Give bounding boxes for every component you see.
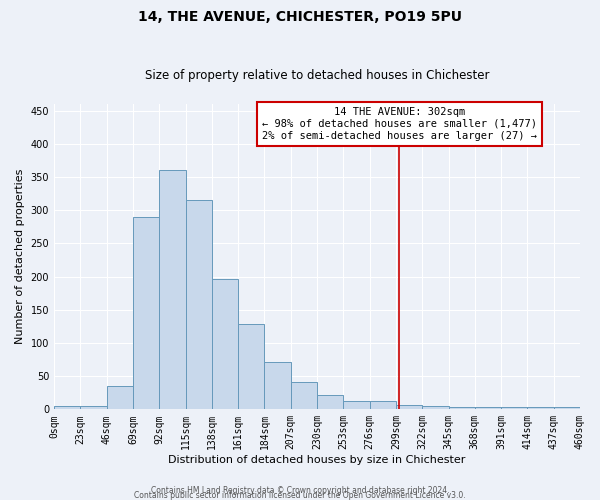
Bar (554, 406, 580, 410)
Text: 14, THE AVENUE, CHICHESTER, PO19 5PU: 14, THE AVENUE, CHICHESTER, PO19 5PU (138, 10, 462, 24)
Bar (107, 386, 133, 409)
Bar (501, 408, 527, 410)
Bar (54, 406, 80, 409)
Bar (449, 408, 475, 410)
Bar (133, 217, 159, 410)
Text: 14 THE AVENUE: 302sqm
← 98% of detached houses are smaller (1,477)
2% of semi-de: 14 THE AVENUE: 302sqm ← 98% of detached … (262, 108, 537, 140)
Bar (291, 382, 317, 409)
Bar (80, 406, 107, 409)
Bar (370, 402, 396, 409)
Bar (159, 170, 185, 410)
Bar (212, 278, 238, 409)
Bar (238, 324, 265, 410)
Y-axis label: Number of detached properties: Number of detached properties (15, 169, 25, 344)
Bar (265, 362, 291, 410)
X-axis label: Distribution of detached houses by size in Chichester: Distribution of detached houses by size … (169, 455, 466, 465)
Bar (422, 406, 449, 409)
Bar (527, 408, 554, 410)
Bar (317, 394, 343, 409)
Text: Contains HM Land Registry data © Crown copyright and database right 2024.: Contains HM Land Registry data © Crown c… (151, 486, 449, 495)
Bar (343, 402, 370, 409)
Bar (396, 404, 422, 409)
Text: Contains public sector information licensed under the Open Government Licence v3: Contains public sector information licen… (134, 491, 466, 500)
Title: Size of property relative to detached houses in Chichester: Size of property relative to detached ho… (145, 69, 489, 82)
Bar (475, 408, 501, 410)
Bar (185, 200, 212, 410)
